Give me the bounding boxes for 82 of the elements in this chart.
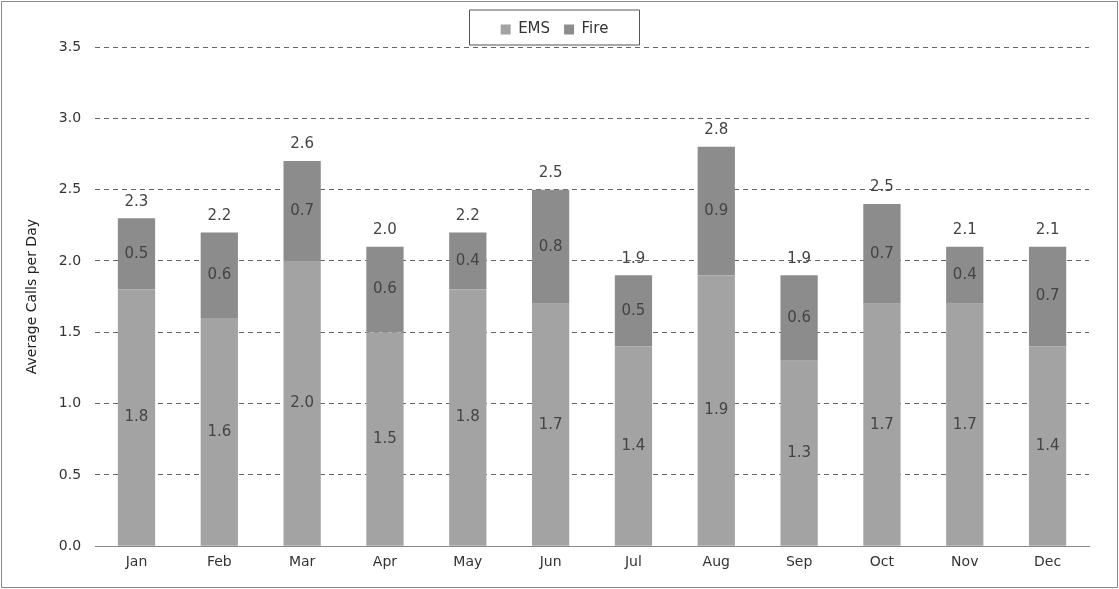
x-tick-label: May [453, 553, 483, 570]
data-label: 0.6 [787, 307, 812, 326]
bar [863, 303, 901, 546]
bar [946, 303, 984, 546]
total-label: 2.5 [870, 177, 894, 196]
total-label: 2.1 [952, 220, 977, 239]
legend-label: Fire [581, 19, 609, 38]
bar [366, 332, 404, 546]
data-label: 0.4 [952, 265, 977, 284]
bar [614, 346, 653, 546]
bar [449, 289, 487, 546]
data-label: 0.4 [455, 250, 480, 269]
x-tick-label: Dec [1034, 553, 1062, 570]
y-tick-label: 3.0 [58, 108, 82, 125]
x-tick-label: Nov [951, 553, 979, 570]
bar [449, 232, 487, 290]
data-label: 0.9 [704, 200, 729, 219]
bar [863, 203, 901, 304]
x-tick-label: Jun [538, 553, 562, 570]
total-label: 2.3 [124, 191, 149, 210]
bar [200, 317, 238, 546]
y-tick-label: 1.0 [58, 394, 82, 411]
x-tick-label: Sep [785, 553, 813, 570]
total-label: 2.6 [290, 134, 315, 153]
bar [780, 275, 818, 361]
data-label: 0.5 [124, 243, 149, 262]
y-tick-label: 1.5 [58, 322, 82, 339]
data-label: 0.7 [290, 200, 315, 219]
bar [283, 260, 321, 546]
y-tick-label: 0.5 [58, 465, 82, 482]
bar [117, 218, 156, 290]
data-label: 1.4 [621, 436, 646, 454]
y-tick-label: 2.0 [58, 251, 82, 268]
x-tick-label: Jul [623, 553, 642, 570]
data-label: 0.8 [538, 236, 563, 255]
data-label: 2.0 [290, 393, 315, 412]
bar [200, 232, 238, 318]
data-label: 1.7 [952, 414, 977, 433]
x-tick-label: Apr [372, 553, 398, 570]
data-label: 0.6 [207, 265, 232, 284]
bar [697, 146, 735, 276]
total-label: 2.2 [455, 205, 480, 224]
data-label: 1.8 [455, 407, 480, 426]
y-tick-label: 3.5 [58, 37, 82, 54]
y-axis-title: Average Calls per Day [23, 219, 40, 375]
data-label: 1.8 [124, 407, 149, 426]
bar [946, 246, 984, 304]
bar [1028, 346, 1067, 546]
data-label: 1.3 [787, 443, 812, 462]
total-label: 2.5 [538, 163, 563, 182]
x-tick-label: Jan [124, 553, 148, 570]
x-tick-label: Feb [206, 553, 232, 570]
bar [117, 289, 156, 546]
total-label: 1.9 [621, 248, 646, 267]
x-tick-label: Aug [702, 553, 730, 570]
data-label: 0.7 [1035, 286, 1060, 305]
data-label: 1.4 [1035, 436, 1060, 454]
legend-label: EMS [518, 19, 551, 38]
bar [697, 275, 735, 546]
data-label: 1.7 [870, 414, 894, 433]
data-label: 0.6 [373, 279, 397, 298]
bar [1028, 246, 1067, 347]
total-label: 2.2 [207, 205, 232, 224]
bar [366, 246, 404, 333]
x-tick-label: Oct [869, 553, 895, 570]
y-tick-label: 2.5 [58, 180, 82, 197]
total-label: 2.1 [1035, 220, 1060, 239]
y-tick-label: 0.0 [58, 536, 82, 553]
data-label: 1.7 [538, 414, 563, 433]
bar [780, 360, 818, 546]
data-label: 1.9 [704, 400, 729, 419]
data-label: 1.5 [373, 428, 397, 447]
total-label: 2.0 [373, 220, 397, 239]
data-label: 1.6 [207, 421, 232, 440]
x-tick-label: Mar [288, 553, 316, 570]
bar [614, 275, 653, 347]
bar [283, 161, 321, 261]
data-label: 0.5 [621, 300, 646, 319]
data-label: 0.7 [870, 243, 894, 262]
total-label: 2.8 [704, 120, 729, 139]
bar [531, 189, 570, 304]
bar [531, 303, 570, 546]
